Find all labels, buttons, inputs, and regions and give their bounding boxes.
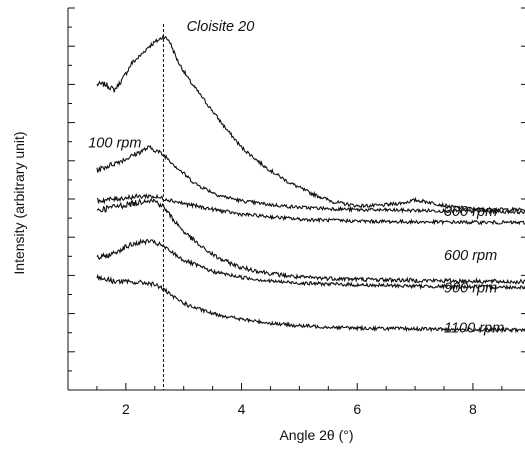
series-group <box>96 34 525 334</box>
x-tick-label: 2 <box>122 401 130 417</box>
x-tick-label: 8 <box>469 401 477 417</box>
x-axis-title: Angle 2θ (°) <box>279 427 353 443</box>
series-line-1100-rpm <box>96 273 525 334</box>
series-line-300-rpm <box>96 193 525 226</box>
annotations-group: Cloisite 20 100 rpm 300 rpm 600 rpm 900 rpm 1… <box>88 19 504 337</box>
x-tick-label: 4 <box>238 401 246 417</box>
annotation-900-rpm: 900 rpm <box>444 281 497 297</box>
series-line-900-rpm <box>96 238 525 291</box>
annotation-cloisite-20: Cloisite 20 <box>187 19 255 35</box>
x-tick-label: 6 <box>353 401 361 417</box>
annotation-600-rpm: 600 rpm <box>444 248 497 264</box>
series-line-100-rpm <box>96 145 525 215</box>
series-line-cloisite-20 <box>96 34 525 212</box>
annotation-100-rpm: 100 rpm <box>88 135 141 151</box>
annotation-1100-rpm: 1100 rpm <box>444 321 504 337</box>
series-line-600-rpm <box>96 198 525 285</box>
annotation-300-rpm: 300 rpm <box>444 204 497 220</box>
axes: 2 4 6 8 <box>67 7 525 417</box>
y-axis-title: Intensity (arbitrary unit) <box>11 131 27 274</box>
